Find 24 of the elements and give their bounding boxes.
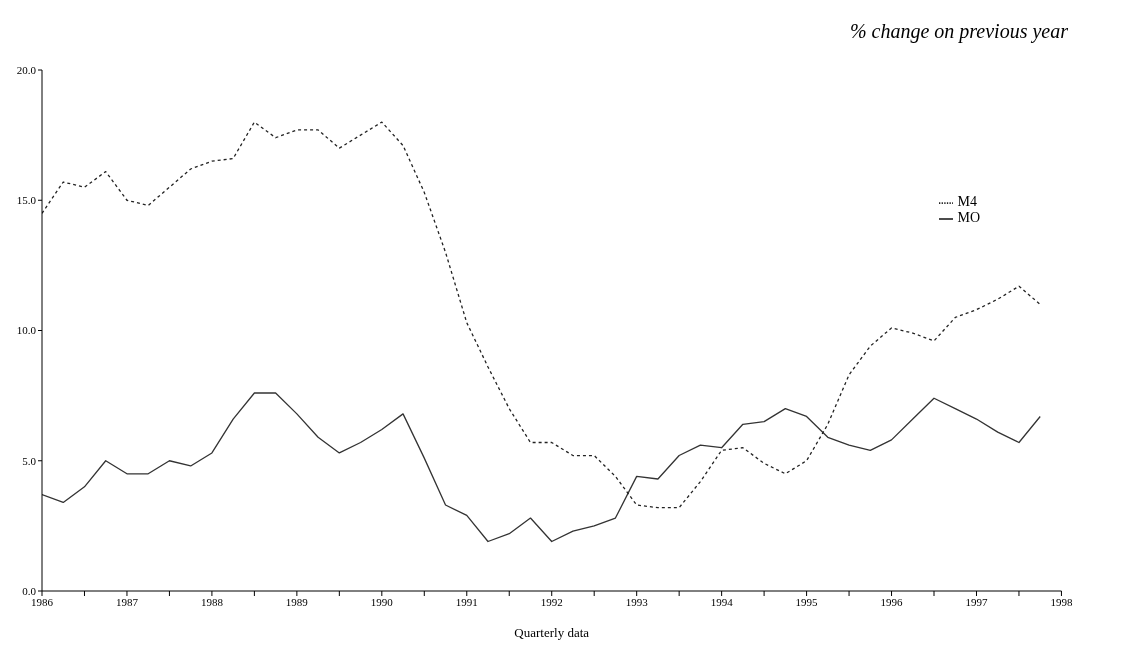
x-tick-label: 1987 (115, 595, 139, 608)
y-tick-label: 0.0 (22, 584, 37, 597)
x-tick-label: 1995 (795, 595, 819, 608)
x-axis-title: Quarterly data (514, 625, 590, 640)
y-tick-label: 10.0 (16, 324, 37, 337)
x-tick-label: 1996 (880, 595, 904, 608)
y-tick-label: 20.0 (16, 63, 37, 76)
x-tick-label: 1991 (455, 595, 478, 608)
x-tick-label: 1994 (710, 595, 734, 608)
x-tick-label: 1992 (540, 595, 563, 608)
x-tick-label: 1993 (625, 595, 649, 608)
chart-title: % change on previous year (848, 18, 1069, 45)
line-series (42, 121, 1041, 509)
y-tick-label: 15.0 (16, 194, 37, 207)
line-series (42, 392, 1041, 543)
legend-label: M4 (957, 194, 977, 209)
x-tick-label: 1989 (285, 595, 309, 608)
x-tick-label: 1990 (370, 595, 394, 608)
x-tick-label: 1998 (1050, 595, 1073, 608)
x-tick-label: 1997 (965, 595, 988, 608)
x-tick-label: 1988 (200, 595, 224, 608)
y-tick-label: 5.0 (22, 454, 37, 467)
legend-label: MO (957, 210, 980, 225)
x-tick-label: 1986 (31, 595, 54, 608)
